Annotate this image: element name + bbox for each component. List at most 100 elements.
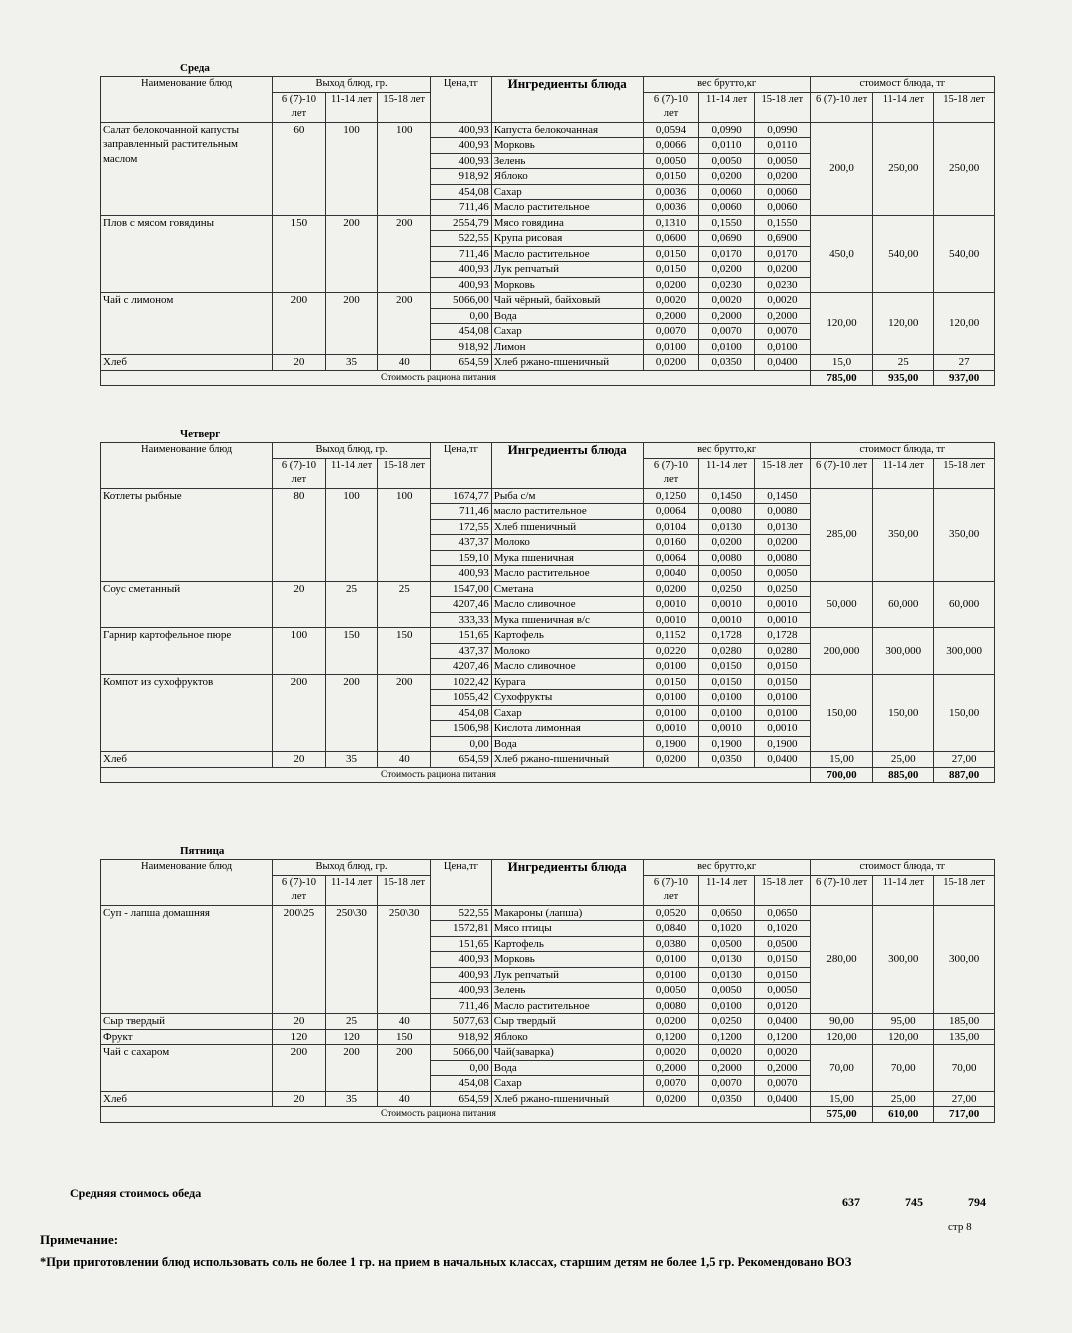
ingredient-weight: 0,2000: [753, 307, 811, 324]
ingredient-weight: 0,1450: [753, 487, 811, 504]
ingredient-weight: 0,1900: [698, 735, 755, 752]
ingredient-price: 0,00: [430, 1059, 492, 1076]
header-row: 6 (7)-10 лет 11-14 лет 15-18 лет 6 (7)-10 л…: [101, 874, 995, 906]
age-header: 15-18 лет: [933, 457, 995, 489]
ingredient-price: 151,65: [430, 935, 492, 952]
total-cost: 885,00: [872, 766, 935, 783]
age-header: 6 (7)-10 лет: [272, 874, 326, 906]
ingredient-name: Сахар: [490, 323, 644, 340]
ingredient-price: 654,59: [430, 751, 492, 768]
ingredient-weight: 0,0150: [642, 261, 700, 278]
ingredient-weight: 0,0010: [753, 720, 811, 737]
dish-yield: 150: [377, 627, 432, 675]
ingredient-row: 0,00 Вода 0,1900 0,1900 0,1900: [101, 735, 995, 752]
ingredient-weight: 0,1020: [698, 920, 755, 937]
total-row: Стоимость рациона питания 785,00 935,00 937…: [100, 369, 995, 386]
ingredient-weight: 0,0010: [642, 596, 700, 613]
dish-name: Гарнир картофельное пюре: [99, 627, 274, 675]
total-row: Стоимость рациона питания 700,00 885,00 887…: [100, 766, 995, 783]
ingredient-name: Хлеб ржано-пшеничный: [490, 751, 644, 768]
age-header: 15-18 лет: [933, 91, 995, 123]
ingredient-row: Плов с мясом говядины 150 200 200 2554,79 Мяс…: [99, 214, 995, 293]
ingredient-row: 454,08 Сахар 0,0036 0,0060 0,0060: [101, 183, 995, 200]
age-header: 11-14 лет: [324, 457, 379, 489]
ingredient-price: 711,46: [430, 245, 492, 262]
dish-cost: 27,00: [933, 751, 995, 768]
total-cost: 785,00: [809, 369, 874, 386]
ingredient-price: 5066,00: [430, 1044, 492, 1061]
dish-cost: 185,00: [933, 1013, 995, 1030]
ingredient-weight: 0,0060: [753, 183, 811, 200]
dish-cost: 540,00: [933, 214, 995, 293]
age-header: 6 (7)-10 лет: [642, 91, 700, 123]
day-title: Среда: [180, 62, 210, 74]
ingredient-weight: 0,0250: [698, 1013, 755, 1030]
ingredient-name: Масло сливочное: [490, 596, 644, 613]
ingredient-weight: 0,0500: [698, 935, 755, 952]
ingredient-weight: 0,0050: [698, 565, 755, 582]
ingredient-weight: 0,0230: [698, 276, 755, 293]
ingredient-weight: 0,0070: [753, 323, 811, 340]
ingredient-weight: 0,0200: [642, 276, 700, 293]
ingredient-price: 1022,42: [430, 673, 492, 690]
age-header: 11-14 лет: [698, 457, 755, 489]
ingredient-weight: 0,0200: [753, 168, 811, 185]
age-header: 6 (7)-10 лет: [809, 457, 874, 489]
page-number: стр 8: [948, 1221, 972, 1233]
age-header: 15-18 лет: [753, 457, 811, 489]
yield-header: Выход блюд, гр.: [272, 76, 432, 93]
menu-table: Наименование блюд Выход блюд, гр. Цена,тг И…: [99, 76, 996, 386]
ingredient-weight: 0,0250: [753, 580, 811, 597]
day-title: Пятница: [180, 845, 225, 857]
dish-cost: 25,00: [872, 751, 935, 768]
ingredient-price: 5066,00: [430, 292, 492, 309]
ingredient-weight: 0,1728: [698, 627, 755, 644]
dish-cost: 120,00: [933, 292, 995, 355]
weight-header: вес брутто,кг: [642, 76, 811, 93]
dish-cost: 120,00: [872, 1028, 935, 1045]
ingredient-row: Хлеб 20 35 40 654,59 Хлеб ржано-пшеничный 0,02…: [99, 354, 995, 371]
ingredient-weight: 0,0100: [642, 338, 700, 355]
dish-yield: 80: [272, 487, 326, 582]
dish-yield: 25: [324, 1013, 379, 1030]
ingredient-weight: 0,0200: [642, 580, 700, 597]
ingredient-price: 400,93: [430, 276, 492, 293]
age-header: 11-14 лет: [324, 874, 379, 906]
ingredient-price: 333,33: [430, 611, 492, 628]
dish-yield: 100: [324, 121, 379, 216]
ingredient-weight: 0,0070: [642, 1075, 700, 1092]
ingredient-price: 522,55: [430, 230, 492, 247]
ingredient-weight: 0,0150: [698, 658, 755, 675]
yield-header: Выход блюд, гр.: [272, 859, 432, 876]
ingredient-weight: 0,0020: [753, 292, 811, 309]
ingredient-row: Салат белокочанной капусты заправленный …: [99, 121, 995, 216]
ingredient-weight: 0,0130: [698, 951, 755, 968]
menu-table: Наименование блюд Выход блюд, гр. Цена,тг И…: [99, 859, 996, 1123]
age-header: 6 (7)-10 лет: [809, 874, 874, 906]
dish-cost: 300,000: [933, 627, 995, 675]
ingredient-name: Зелень: [490, 982, 644, 999]
ingredient-price: 172,55: [430, 518, 492, 535]
ingredient-row: 1506,98 Кислота лимонная 0,0010 0,0010 0,001…: [101, 720, 995, 737]
dish-cost: 150,00: [809, 673, 874, 752]
ingredient-weight: 0,0020: [642, 292, 700, 309]
dish-yield: 150: [272, 214, 326, 293]
cost-header: стоимост блюда, тг: [809, 442, 996, 459]
dish-cost: 250,00: [872, 121, 935, 216]
ingredient-name: Вода: [490, 307, 644, 324]
dish-yield: 40: [377, 751, 432, 768]
ingredient-weight: 0,1900: [753, 735, 811, 752]
ingredient-row: 400,93 Лук репчатый 0,0150 0,0200 0,0200: [101, 261, 995, 278]
ingredient-row: 1572,81 Мясо птицы 0,0840 0,1020 0,1020: [101, 920, 995, 937]
dish-yield: 60: [272, 121, 326, 216]
ingredient-weight: 0,0100: [642, 951, 700, 968]
dish-name: Сыр твердый: [99, 1013, 274, 1030]
ingredient-price: 4207,46: [430, 596, 492, 613]
ingredient-row: 454,08 Сахар 0,0100 0,0100 0,0100: [101, 704, 995, 721]
ingredient-price: 400,93: [430, 966, 492, 983]
ingredient-price: 454,08: [430, 323, 492, 340]
ingredient-price: 918,92: [430, 168, 492, 185]
dish-cost: 25,00: [872, 1090, 935, 1107]
dish-yield: 200: [324, 292, 379, 355]
ingredient-weight: 0,0104: [642, 518, 700, 535]
